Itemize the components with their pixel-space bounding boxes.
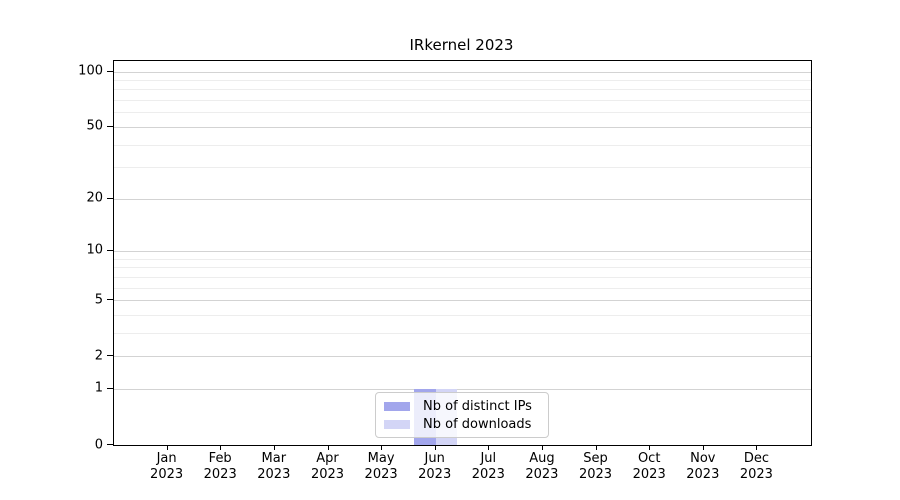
x-tick-year: 2023	[310, 467, 345, 482]
x-tick-month: Jul	[480, 451, 497, 466]
x-tick-month: Jun	[424, 451, 445, 466]
x-tick-label: Jan 2023	[137, 451, 197, 483]
y-tick-mark	[107, 70, 113, 72]
x-tick-year: 2023	[150, 467, 184, 482]
minor-gridline	[114, 79, 811, 81]
minor-gridline	[114, 314, 811, 316]
x-tick-mark	[756, 445, 758, 450]
x-tick-label: Aug 2023	[512, 451, 572, 483]
x-tick-label: Feb 2023	[190, 451, 250, 483]
x-tick-label: Oct 2023	[619, 451, 679, 483]
x-tick-mark	[220, 445, 222, 450]
x-tick-label: Dec 2023	[726, 451, 786, 483]
x-tick-mark	[273, 445, 275, 450]
minor-gridline	[114, 332, 811, 334]
x-tick-month: Feb	[208, 451, 232, 466]
y-tick-label: 10	[86, 242, 103, 258]
x-tick-label: Mar 2023	[244, 451, 304, 483]
x-tick-year: 2023	[525, 467, 559, 482]
legend-swatch	[384, 419, 410, 429]
x-tick-mark	[702, 445, 704, 450]
x-tick-mark	[327, 445, 329, 450]
x-tick-year: 2023	[471, 467, 505, 482]
legend-label: Nb of downloads	[423, 416, 532, 432]
x-tick-label: Sep 2023	[566, 451, 626, 483]
x-tick-mark	[541, 445, 543, 450]
x-tick-year: 2023	[632, 467, 666, 482]
x-tick-year: 2023	[257, 467, 291, 482]
major-gridline	[114, 250, 811, 252]
y-tick-label: 2	[94, 348, 103, 364]
minor-gridline	[114, 276, 811, 278]
legend: Nb of distinct IPs Nb of downloads	[375, 392, 549, 438]
minor-gridline	[114, 287, 811, 289]
y-tick-label: 1	[94, 380, 103, 396]
minor-gridline	[114, 267, 811, 269]
x-tick-mark	[595, 445, 597, 450]
major-gridline	[114, 388, 811, 390]
legend-item: Nb of downloads	[384, 415, 540, 433]
x-tick-mark	[381, 445, 383, 450]
minor-gridline	[114, 167, 811, 169]
x-tick-label: Apr 2023	[298, 451, 358, 483]
y-tick-mark	[107, 299, 113, 300]
legend-label: Nb of distinct IPs	[423, 398, 532, 414]
y-tick-mark	[107, 197, 113, 199]
x-tick-month: Oct	[637, 451, 661, 466]
x-tick-mark	[434, 445, 436, 450]
y-tick-label: 5	[94, 292, 103, 307]
x-tick-year: 2023	[686, 467, 720, 482]
y-tick-mark	[107, 355, 113, 357]
y-tick-mark	[107, 125, 113, 127]
x-tick-year: 2023	[418, 467, 452, 482]
chart-title: IRkernel 2023	[409, 36, 514, 54]
x-tick-month: Aug	[529, 451, 555, 466]
legend-item: Nb of distinct IPs	[384, 397, 540, 415]
x-tick-label: Jun 2023	[405, 451, 465, 483]
x-tick-mark	[649, 445, 651, 450]
x-tick-mark	[166, 445, 168, 450]
x-tick-month: Sep	[583, 451, 608, 466]
y-tick-label: 50	[86, 118, 103, 134]
y-tick-label: 0	[94, 437, 103, 452]
major-gridline	[114, 198, 811, 200]
y-tick-mark	[107, 387, 113, 389]
x-tick-month: May	[367, 451, 395, 466]
y-tick-mark	[107, 249, 113, 251]
x-tick-year: 2023	[578, 467, 613, 482]
minor-gridline	[114, 144, 811, 146]
y-tick-label: 20	[86, 190, 103, 206]
y-tick-label: 100	[78, 63, 103, 79]
minor-gridline	[114, 100, 811, 101]
major-gridline	[114, 71, 811, 73]
minor-gridline	[114, 112, 811, 114]
major-gridline	[114, 300, 811, 301]
x-tick-mark	[488, 445, 490, 450]
x-tick-year: 2023	[203, 467, 237, 482]
x-tick-label: Nov 2023	[673, 451, 733, 483]
x-tick-month: Dec	[743, 451, 769, 466]
x-tick-year: 2023	[739, 467, 773, 482]
minor-gridline	[114, 258, 811, 260]
x-tick-month: Nov	[690, 451, 716, 466]
minor-gridline	[114, 89, 811, 91]
major-gridline	[114, 356, 811, 358]
legend-swatch	[384, 401, 410, 411]
x-tick-month: Jan	[156, 451, 177, 466]
plot-area	[113, 60, 812, 446]
x-tick-month: Mar	[261, 451, 287, 466]
x-tick-year: 2023	[364, 467, 398, 482]
y-tick-mark	[107, 444, 113, 445]
x-tick-label: Jul 2023	[458, 451, 518, 483]
x-tick-label: May 2023	[351, 451, 411, 483]
major-gridline	[114, 126, 811, 128]
x-tick-month: Apr	[316, 451, 339, 466]
